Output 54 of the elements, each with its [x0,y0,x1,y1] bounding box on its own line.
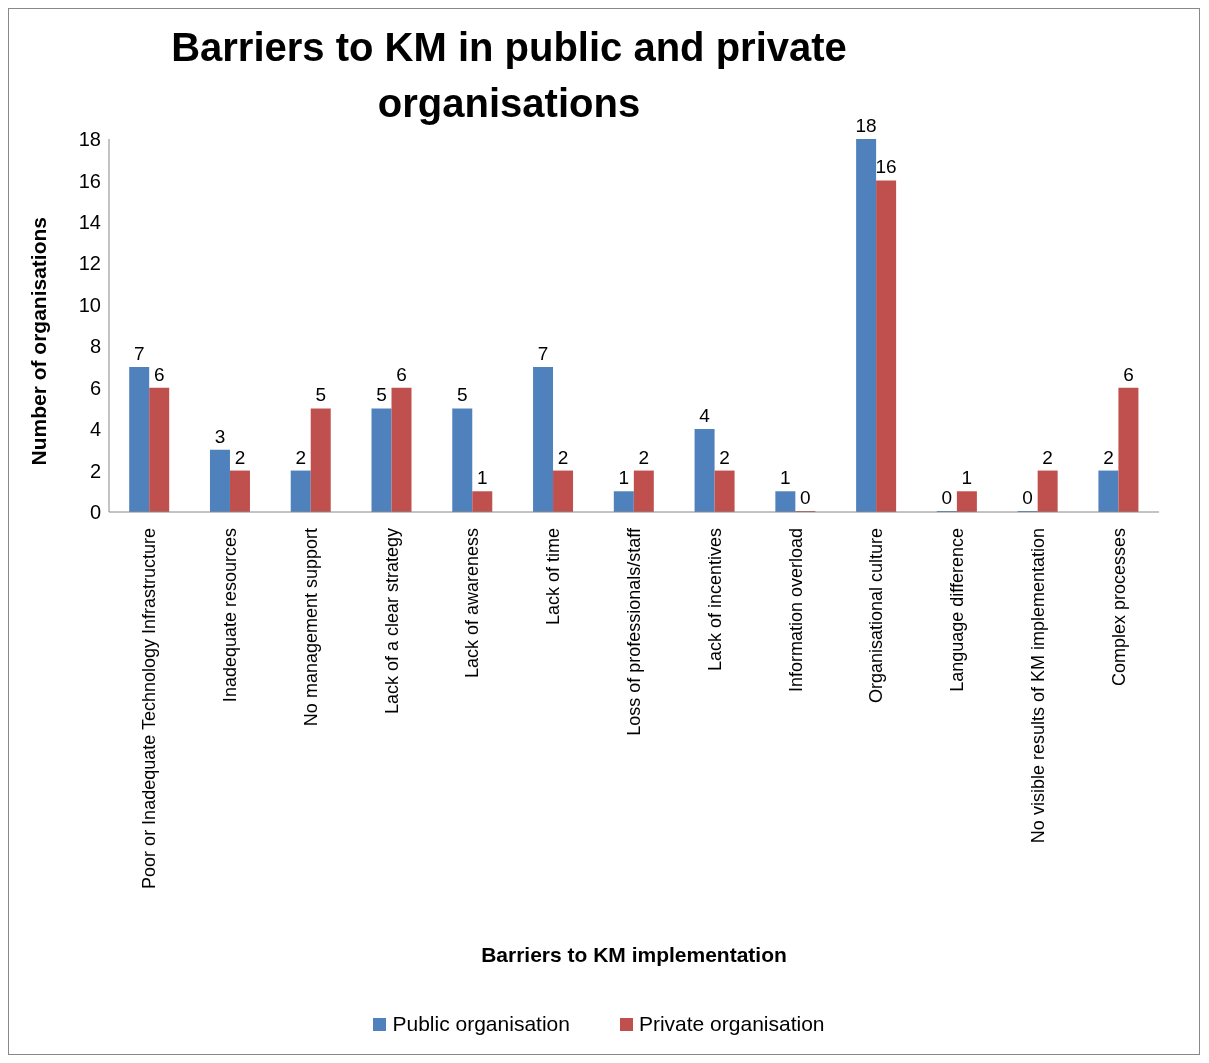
y-tick-label: 6 [89,376,101,399]
x-tick-label: Inadequate resources [220,528,241,703]
data-label: 2 [557,446,569,468]
x-tick-label: Complex processes [1108,528,1129,687]
data-label: 2 [234,446,246,468]
x-tick-label: Language difference [947,528,968,692]
data-label: 18 [855,115,877,136]
y-tick-label: 18 [78,128,101,151]
x-tick-label: Lack of a clear strategy [381,528,402,715]
y-tick-label: 0 [89,501,101,524]
legend-label: Private organisation [637,1012,825,1036]
data-label: 6 [396,363,407,385]
x-tick-label: Lack of awareness [462,528,483,679]
data-label: 7 [537,342,549,364]
x-tick-label: Organisational culture [866,528,887,704]
data-label: 1 [476,467,488,489]
data-label: 5 [376,384,387,406]
data-label: 3 [214,425,226,447]
data-label: 5 [315,384,327,406]
chart-title: Barriers to KM in public and private organisations [171,25,847,125]
data-label: 2 [1042,446,1053,468]
data-label: 1 [618,467,630,489]
x-tick-label: Poor or Inadequate Technology Infrastructure [139,528,160,889]
data-label: 2 [1103,446,1114,468]
y-tick-label: 8 [89,335,101,358]
y-tick-label: 2 [89,459,101,482]
y-tick-label: 10 [78,293,101,316]
data-label: 0 [941,487,953,508]
data-label: 5 [456,384,468,406]
y-tick-label: 14 [78,210,101,233]
data-label: 0 [1022,487,1033,508]
data-label: 4 [699,405,711,427]
x-tick-label: Information overload [785,528,806,693]
data-label: 2 [719,446,730,468]
data-label: 2 [638,446,650,468]
data-label: 7 [133,342,145,364]
legend-label: Public organisation [391,1012,570,1036]
y-axis-title: Number of organisations [27,216,51,466]
y-tick-label: 16 [78,169,101,192]
data-label: 16 [875,156,897,178]
x-tick-label: Loss of professionals/staff [624,527,644,736]
y-tick-label: 4 [89,418,101,441]
data-label: 0 [800,487,811,508]
y-tick-label: 12 [78,252,101,275]
data-label: 2 [295,446,307,468]
x-axis-title: Barriers to KM implementation [481,943,787,966]
x-tick-label: No visible results of KM implementation [1027,528,1048,844]
data-label: 6 [1123,363,1134,385]
data-label: 1 [961,467,973,489]
data-label: 6 [153,363,165,385]
x-tick-label: Lack of incentives [704,528,725,672]
x-tick-label: No management support [300,528,321,727]
data-label: 1 [780,467,791,489]
x-tick-label: Lack of time [543,528,564,626]
